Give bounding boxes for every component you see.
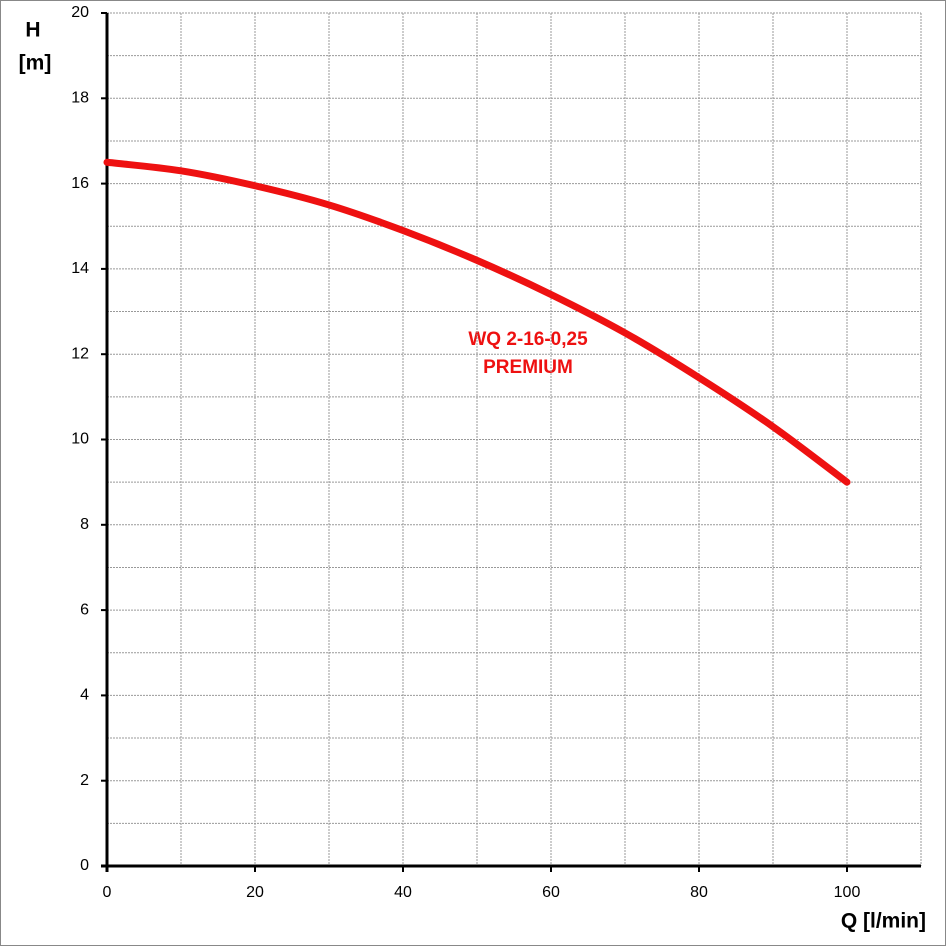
y-tick-label: 6	[80, 601, 89, 618]
x-tick-label: 60	[542, 884, 560, 901]
x-tick-label: 0	[103, 884, 112, 901]
x-tick-label: 40	[394, 884, 412, 901]
y-tick-label: 14	[71, 260, 89, 277]
y-tick-label: 0	[80, 857, 89, 874]
y-tick-label: 16	[71, 175, 89, 192]
y-tick-label: 4	[80, 687, 89, 704]
y-axis-label: H	[25, 19, 40, 42]
x-tick-label: 100	[834, 884, 861, 901]
y-axis-unit: [m]	[19, 52, 52, 75]
y-tick-label: 8	[80, 516, 89, 533]
y-tick-label: 12	[71, 345, 89, 362]
annotation: PREMIUM	[483, 357, 573, 378]
y-tick-label: 18	[71, 90, 89, 107]
y-tick-label: 2	[80, 772, 89, 789]
x-tick-label: 80	[690, 884, 708, 901]
y-tick-label: 20	[71, 4, 89, 21]
x-tick-label: 20	[246, 884, 264, 901]
annotation: WQ 2-16-0,25	[468, 329, 588, 350]
x-axis-label: Q [l/min]	[841, 910, 926, 933]
curve	[103, 158, 851, 486]
y-tick-label: 10	[71, 431, 89, 448]
